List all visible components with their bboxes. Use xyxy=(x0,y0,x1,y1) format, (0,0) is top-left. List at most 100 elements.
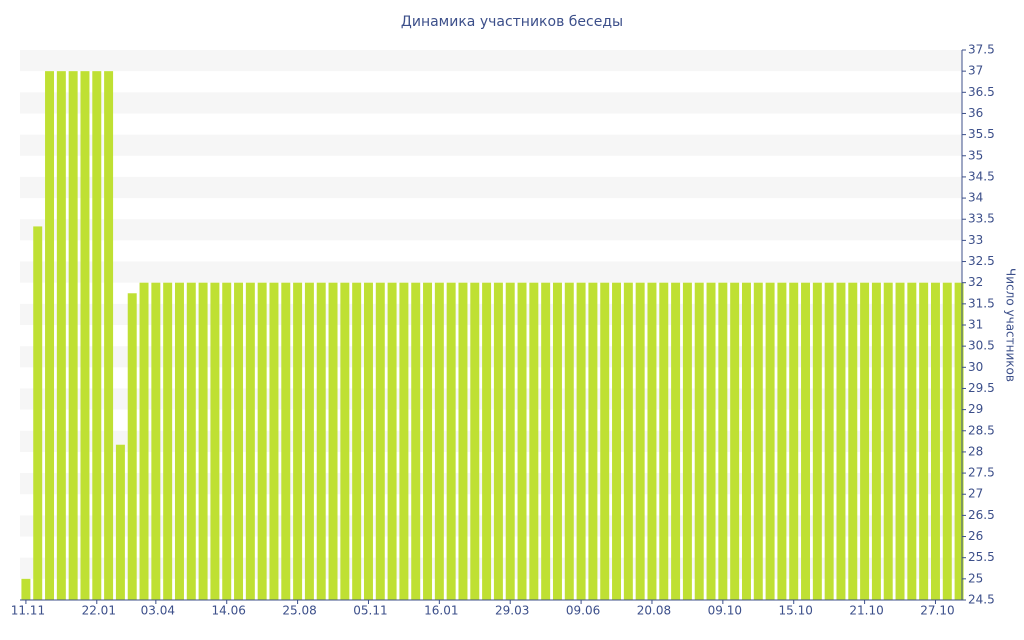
bar xyxy=(80,71,90,600)
bar xyxy=(529,282,539,600)
x-tick-label: 14.06 xyxy=(212,604,246,618)
bar xyxy=(765,282,775,600)
bar xyxy=(470,282,480,600)
bar xyxy=(801,282,811,600)
grid-band xyxy=(20,134,962,156)
bar xyxy=(363,282,373,600)
bar xyxy=(482,282,492,600)
bar xyxy=(635,282,645,600)
bar xyxy=(127,293,137,600)
bar xyxy=(919,282,929,600)
x-tick-label: 29.03 xyxy=(495,604,529,618)
grid-band xyxy=(20,176,962,199)
y-tick-label: 29 xyxy=(968,402,983,416)
x-tick-label: 27.10 xyxy=(920,604,954,618)
y-tick-label: 31 xyxy=(968,318,983,332)
x-tick-label: 15.10 xyxy=(779,604,813,618)
bar xyxy=(954,282,964,600)
y-tick-label: 29.5 xyxy=(968,381,995,395)
bar xyxy=(198,282,208,600)
bar xyxy=(753,282,763,600)
grid-band xyxy=(20,50,962,72)
y-tick-label: 26 xyxy=(968,529,983,543)
x-tick-label: 11.11 xyxy=(11,604,45,618)
y-tick-label: 34 xyxy=(968,191,983,205)
bar xyxy=(446,282,456,600)
bar xyxy=(730,282,740,600)
bar xyxy=(682,282,692,600)
x-tick-label: 21.10 xyxy=(849,604,883,618)
y-tick-label: 30 xyxy=(968,360,983,374)
x-tick-label: 09.06 xyxy=(566,604,600,618)
y-tick-label: 34.5 xyxy=(968,169,995,183)
x-tick-label: 16.01 xyxy=(424,604,458,618)
y-tick-label: 28 xyxy=(968,444,983,458)
x-tick-label: 20.08 xyxy=(637,604,671,618)
x-tick-label: 05.11 xyxy=(353,604,387,618)
bar xyxy=(789,282,799,600)
y-tick-label: 36 xyxy=(968,106,983,120)
chart-title: Динамика участников беседы xyxy=(401,14,623,30)
bar xyxy=(505,282,515,600)
bar xyxy=(434,282,444,600)
y-tick-label: 30.5 xyxy=(968,339,995,353)
bar xyxy=(163,282,173,600)
bar xyxy=(269,282,279,600)
bar xyxy=(718,282,728,600)
y-tick-label: 36.5 xyxy=(968,85,995,99)
y-tick-label: 28.5 xyxy=(968,423,995,437)
bar xyxy=(328,282,338,600)
y-tick-label: 24.5 xyxy=(968,593,995,607)
bar xyxy=(942,282,952,600)
bar xyxy=(92,71,102,600)
bar xyxy=(812,282,822,600)
y-tick-label: 33.5 xyxy=(968,212,995,226)
bar xyxy=(623,282,633,600)
grid-band xyxy=(20,92,962,114)
y-tick-label: 27 xyxy=(968,487,983,501)
x-tick-label: 25.08 xyxy=(282,604,316,618)
bar xyxy=(600,282,610,600)
bar xyxy=(316,282,326,600)
bar xyxy=(174,282,184,600)
bar xyxy=(517,282,527,600)
bar xyxy=(612,282,622,600)
bar xyxy=(115,444,125,600)
y-tick-label: 25.5 xyxy=(968,550,995,564)
bar xyxy=(387,282,397,600)
bar xyxy=(56,71,66,600)
y-tick-label: 37 xyxy=(968,64,983,78)
x-tick-label: 09.10 xyxy=(708,604,742,618)
bar xyxy=(375,282,385,600)
bar xyxy=(21,578,31,600)
bar xyxy=(139,282,149,600)
bar xyxy=(151,282,161,600)
bar xyxy=(588,282,598,600)
bar xyxy=(848,282,858,600)
bar xyxy=(671,282,681,600)
bar xyxy=(304,282,314,600)
bar xyxy=(860,282,870,600)
y-axis-label: Число участников xyxy=(1004,268,1018,382)
bar xyxy=(352,282,362,600)
y-tick-label: 32.5 xyxy=(968,254,995,268)
bar xyxy=(222,282,232,600)
bar xyxy=(493,282,503,600)
y-tick-label: 25 xyxy=(968,571,983,585)
bar xyxy=(423,282,433,600)
bar xyxy=(234,282,244,600)
y-tick-label: 37.5 xyxy=(968,43,995,57)
bar xyxy=(210,282,220,600)
bar xyxy=(706,282,716,600)
bar xyxy=(281,282,291,600)
bar xyxy=(245,282,255,600)
bar xyxy=(824,282,834,600)
y-tick-label: 32 xyxy=(968,275,983,289)
bar xyxy=(552,282,562,600)
bar xyxy=(293,282,303,600)
y-tick-label: 35 xyxy=(968,148,983,162)
bar xyxy=(930,282,940,600)
x-tick-label: 03.04 xyxy=(141,604,175,618)
bar xyxy=(871,282,881,600)
